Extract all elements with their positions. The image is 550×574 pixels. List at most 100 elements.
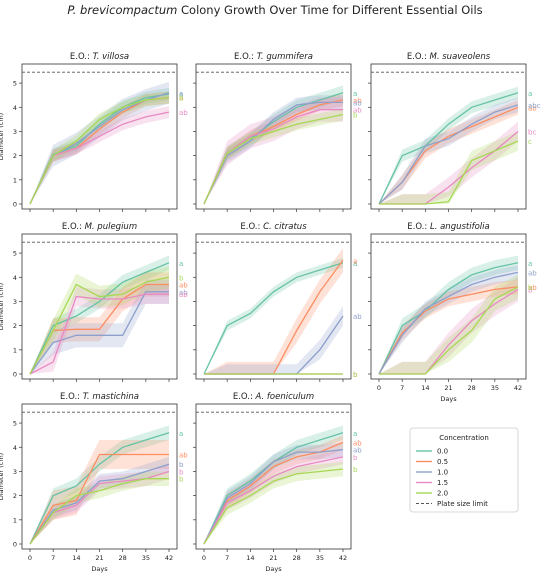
significance-letter-2.0: b [353,112,358,120]
x-tick-label: 35 [316,554,324,562]
significance-letter-1.5: b [528,286,533,294]
series-line-2.0 [29,276,170,375]
y-tick-label: 2 [13,322,17,330]
series-band-1.5 [379,277,518,374]
significance-letter-1.5: ab [179,109,188,117]
series-band-2.0 [379,274,518,374]
significance-letter-0.0: a [179,91,183,99]
significance-letter-1.5: b [353,454,358,462]
series-line-1.0 [378,104,519,205]
panel-title-prefix: E.O.: [407,52,430,62]
series-line-0.0 [378,262,519,375]
significance-letter-0.5: ab [179,282,188,290]
panel-title: E.O.: L. angustifolia [407,222,489,232]
series-band-0.5 [204,94,343,204]
legend-box [409,427,519,513]
series-band-0.0 [379,255,518,374]
x-tick-label: 21 [444,384,452,392]
significance-letter-1.0: a [179,90,183,98]
panel-frame [195,233,352,380]
y-tick-label: 3 [13,468,17,476]
panel-title-oil: M. pulegium [85,222,138,232]
panel-title-prefix: E.O.: [62,222,85,232]
panel-title-oil: L. angustifolia [430,222,490,232]
legend-label-plate: Plate size limit [437,500,488,508]
series-line-0.5 [29,453,169,545]
significance-letter-2.0: b [353,371,358,379]
significance-letter-2.0: c [528,138,532,146]
x-tick-label: 28 [293,554,301,562]
series-band-0.5 [379,100,518,204]
significance-letter-0.5: a [353,257,357,265]
x-tick-label: 0 [377,384,381,392]
series-band-0.5 [30,91,169,204]
y-tick-label: 0 [13,541,17,549]
series-band-1.5 [30,284,169,374]
series-band-2.0 [379,131,518,204]
x-tick-label: 0 [28,554,32,562]
series-band-0.5 [204,435,343,544]
legend-label-1.5: 1.5 [437,479,448,487]
y-tick-label: 0 [13,371,17,379]
y-tick-label: 3 [13,298,17,306]
x-tick-label: 42 [165,554,173,562]
significance-letter-0.5: a [179,95,183,103]
y-tick-label: 5 [13,250,17,258]
panel-title-prefix: E.O.: [234,52,257,62]
series-line-1.0 [203,101,343,205]
series-line-0.0 [29,93,170,205]
panel-title: E.O.: M. suaveolens [407,52,491,62]
significance-letter-2.0: b [528,284,533,292]
panel-m-pulegium: E.O.: M. pulegium 0 1 2 3 4 5 Diameter (cm) a aba… [0,222,188,382]
significance-letter-0.0: a [353,260,357,268]
x-tick-label: 21 [269,554,277,562]
legend-label-0.0: 0.0 [437,448,448,456]
x-tick-label: 28 [468,384,476,392]
series-line-1.0 [29,291,169,375]
significance-letter-1.0: ab [353,99,362,107]
panel-title-oil: A. foeniculum [255,392,315,402]
series-line-0.0 [203,262,344,375]
x-tick-label: 7 [400,384,404,392]
panel-title-oil: T. villosa [93,52,130,62]
significance-letter-1.0: abc [528,102,541,110]
significance-letter-1.0: ab [179,289,188,297]
significance-letter-0.5: ab [528,104,537,112]
y-axis-label: Diameter (cm) [0,113,5,160]
significance-letter-0.5: ab [528,284,537,292]
series-line-1.0 [378,271,519,375]
series-band-1.0 [30,456,169,544]
series-line-2.0 [203,468,344,545]
x-tick-label: 42 [339,554,347,562]
significance-letter-0.0: a [353,430,357,438]
x-tick-label: 35 [491,384,499,392]
series-line-1.0 [203,449,344,545]
significance-letter-1.5: ab [353,107,362,115]
y-tick-label: 4 [13,274,17,282]
panel-title: E.O.: M. pulegium [62,222,137,232]
panel-title-prefix: E.O.: [70,52,93,62]
y-tick-label: 3 [13,128,17,136]
legend: Concentration 0.0 0.5 1.0 1.5 2.0 Plate size l… [409,427,519,513]
significance-letter-1.0: b [179,461,184,469]
panel-title: E.O.: T. gummifera [234,52,313,62]
y-tick-label: 0 [13,201,17,209]
y-tick-label: 1 [13,176,17,184]
panel-title: E.O.: A. foeniculum [233,392,314,402]
legend-label-2.0: 2.0 [437,490,448,498]
series-line-0.0 [29,432,170,545]
series-line-2.0 [379,140,519,205]
series-band-0.0 [204,257,343,374]
significance-letter-1.0: ab [353,447,362,455]
y-tick-label: 2 [13,492,17,500]
significance-letter-0.0: a [353,90,357,98]
series-band-0.0 [30,255,169,374]
panel-title-oil: T. gummifera [257,52,313,62]
series-line-2.0 [29,96,170,205]
significance-letter-1.0: ab [353,313,362,321]
